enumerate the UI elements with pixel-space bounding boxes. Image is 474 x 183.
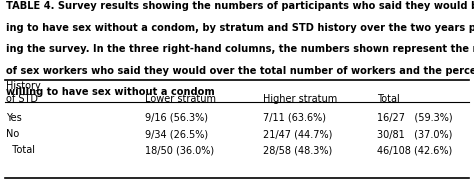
- Text: 18/50 (36.0%): 18/50 (36.0%): [145, 145, 214, 156]
- Text: TABLE 4. Survey results showing the numbers of participants who said they would : TABLE 4. Survey results showing the numb…: [6, 1, 474, 11]
- Text: No: No: [6, 129, 19, 139]
- Text: 46/108 (42.6%): 46/108 (42.6%): [377, 145, 452, 156]
- Text: of sex workers who said they would over the total number of workers and the perc: of sex workers who said they would over …: [6, 66, 474, 76]
- Text: Yes: Yes: [6, 113, 21, 123]
- Text: ing the survey. In the three right-hand columns, the numbers shown represent the: ing the survey. In the three right-hand …: [6, 44, 474, 54]
- Text: 16/27   (59.3%): 16/27 (59.3%): [377, 113, 453, 123]
- Text: 21/47 (44.7%): 21/47 (44.7%): [263, 129, 332, 139]
- Text: willing to have sex without a condom: willing to have sex without a condom: [6, 87, 214, 97]
- Text: 28/58 (48.3%): 28/58 (48.3%): [263, 145, 332, 156]
- Text: 30/81   (37.0%): 30/81 (37.0%): [377, 129, 452, 139]
- Text: Lower stratum: Lower stratum: [145, 94, 216, 104]
- Text: Higher stratum: Higher stratum: [263, 94, 337, 104]
- Text: Total: Total: [377, 94, 400, 104]
- Text: History: History: [6, 81, 40, 92]
- Text: of STD: of STD: [6, 94, 38, 104]
- Text: Total: Total: [6, 145, 35, 156]
- Text: 7/11 (63.6%): 7/11 (63.6%): [263, 113, 326, 123]
- Text: 9/16 (56.3%): 9/16 (56.3%): [145, 113, 208, 123]
- Text: ing to have sex without a condom, by stratum and STD history over the two years : ing to have sex without a condom, by str…: [6, 23, 474, 33]
- Text: 9/34 (26.5%): 9/34 (26.5%): [145, 129, 208, 139]
